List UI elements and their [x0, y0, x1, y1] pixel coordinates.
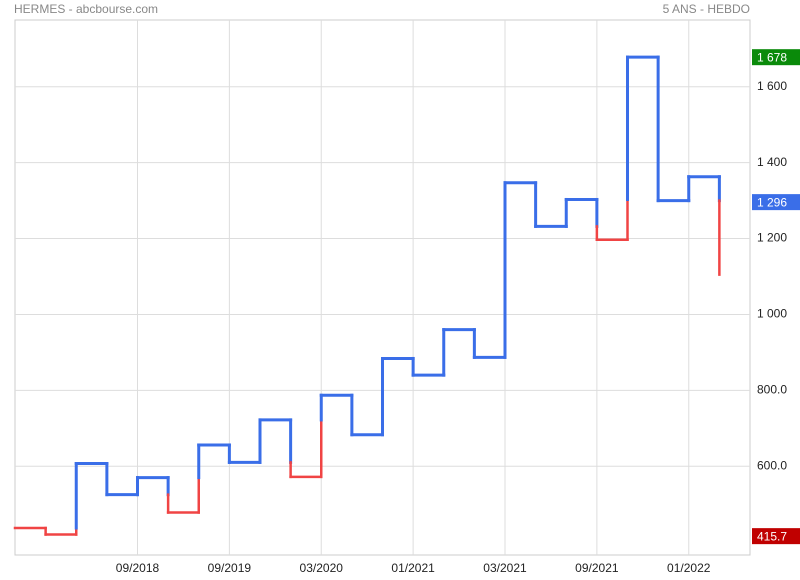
price-badge-label: 1 296 [757, 195, 787, 209]
y-tick-label: 1 400 [757, 155, 787, 169]
y-tick-label: 1 600 [757, 79, 787, 93]
x-tick-label: 09/2021 [575, 561, 619, 575]
price-badge [752, 194, 800, 211]
x-tick-label: 01/2021 [391, 561, 435, 575]
x-tick-label: 01/2022 [667, 561, 711, 575]
y-tick-label: 1 000 [757, 307, 787, 321]
x-tick-label: 03/2021 [483, 561, 527, 575]
x-tick-label: 03/2020 [300, 561, 344, 575]
price-badge [752, 49, 800, 66]
y-tick-label: 800.0 [757, 382, 787, 396]
price-badge [752, 528, 800, 545]
y-tick-label: 600.0 [757, 458, 787, 472]
price-badge-label: 1 678 [757, 50, 787, 64]
x-tick-label: 09/2018 [116, 561, 160, 575]
chart-title: HERMES - abcbourse.com [14, 2, 158, 16]
chart-subtitle: 5 ANS - HEBDO [663, 2, 750, 16]
plot-frame [14, 19, 751, 556]
y-tick-label: 1 200 [757, 231, 787, 245]
price-badge-label: 415.7 [757, 529, 787, 543]
x-tick-label: 09/2019 [208, 561, 252, 575]
